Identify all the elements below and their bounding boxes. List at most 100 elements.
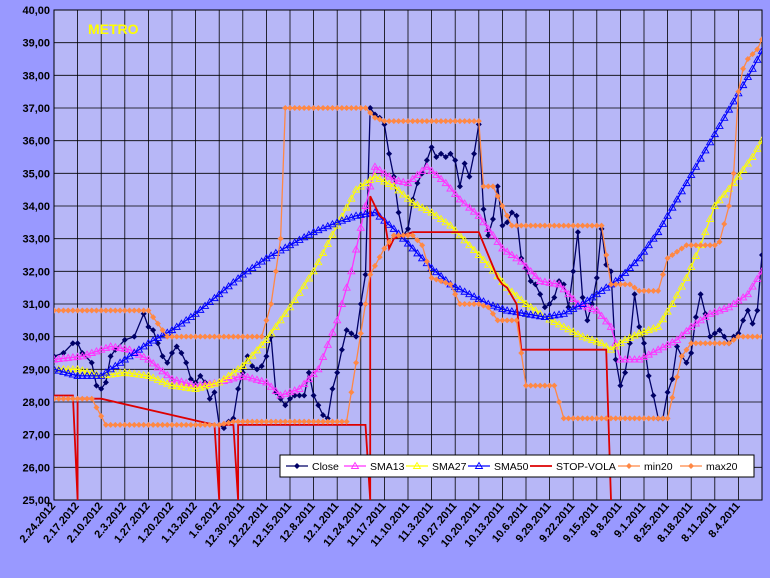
data-point — [413, 170, 422, 178]
data-point — [375, 174, 384, 182]
data-point — [211, 333, 218, 340]
data-point — [395, 209, 402, 216]
data-point — [664, 255, 671, 262]
data-point — [54, 354, 64, 362]
data-point — [483, 224, 493, 232]
data-point — [257, 376, 266, 385]
y-tick-label: 35,00 — [22, 168, 50, 180]
data-point — [115, 368, 125, 377]
data-point — [135, 307, 142, 314]
data-point — [287, 105, 293, 111]
data-point — [386, 150, 393, 157]
data-point — [734, 172, 743, 180]
data-point — [419, 118, 426, 125]
data-point — [570, 268, 577, 275]
data-point — [68, 352, 78, 361]
data-point — [631, 284, 638, 291]
data-point — [584, 222, 591, 229]
data-point — [107, 307, 114, 314]
data-point — [658, 219, 668, 227]
data-point — [408, 174, 418, 182]
data-point — [489, 310, 496, 317]
data-point — [59, 354, 68, 362]
data-point — [636, 415, 643, 422]
data-point — [205, 297, 215, 305]
data-point — [140, 421, 147, 428]
data-point — [98, 307, 105, 314]
data-point — [455, 195, 465, 203]
data-point — [183, 359, 190, 366]
data-point — [512, 307, 521, 316]
data-point — [518, 222, 525, 229]
data-point — [540, 312, 550, 321]
data-point — [516, 308, 526, 316]
data-point — [735, 88, 742, 95]
data-point — [725, 203, 732, 209]
data-point — [343, 327, 350, 334]
data-point — [560, 222, 567, 229]
data-point — [551, 382, 558, 389]
data-point — [475, 118, 482, 125]
data-point — [422, 162, 432, 170]
data-point — [315, 105, 322, 111]
data-point — [98, 385, 105, 392]
data-point — [593, 274, 600, 281]
data-point — [620, 268, 630, 276]
data-point — [342, 203, 351, 211]
data-point — [181, 378, 191, 387]
data-point — [626, 415, 633, 422]
data-point — [334, 369, 341, 376]
data-point — [721, 340, 728, 347]
data-point — [573, 329, 583, 338]
data-point — [398, 234, 408, 242]
data-point — [584, 415, 591, 422]
data-point — [202, 421, 209, 428]
data-point — [287, 395, 293, 402]
data-point — [173, 333, 180, 340]
data-point — [494, 317, 501, 324]
data-point — [485, 183, 492, 190]
data-point — [154, 340, 161, 347]
data-point — [531, 306, 540, 314]
data-point — [711, 340, 718, 347]
data-point — [625, 263, 635, 272]
data-point — [606, 322, 616, 330]
data-point — [216, 421, 223, 428]
series-max20 — [54, 36, 762, 340]
y-tick-label: 29,00 — [22, 364, 50, 376]
data-point — [111, 369, 120, 377]
data-point — [162, 370, 172, 379]
legend-label: max20 — [706, 461, 738, 473]
data-point — [502, 247, 512, 255]
data-point — [541, 382, 548, 389]
data-point — [498, 244, 507, 252]
data-point — [287, 418, 293, 425]
data-point — [759, 333, 762, 340]
data-point — [730, 336, 737, 343]
data-point — [507, 250, 517, 258]
data-point — [759, 252, 762, 258]
data-point — [197, 372, 204, 379]
data-point — [187, 333, 194, 340]
data-point — [523, 222, 529, 229]
data-point — [554, 310, 564, 318]
data-point — [744, 56, 751, 62]
data-point — [277, 395, 284, 402]
data-point — [54, 364, 59, 373]
data-point — [455, 284, 465, 293]
data-point — [554, 280, 564, 288]
data-point — [310, 392, 317, 399]
y-tick-label: 39,00 — [22, 38, 50, 50]
data-point — [169, 350, 175, 356]
data-point — [187, 376, 194, 383]
data-point — [257, 340, 266, 349]
data-point — [112, 307, 119, 314]
data-point — [663, 211, 672, 219]
data-point — [550, 311, 559, 319]
data-point — [757, 266, 762, 275]
data-point — [348, 389, 355, 396]
data-point — [79, 307, 86, 314]
data-point — [167, 381, 177, 389]
data-point — [370, 208, 380, 216]
